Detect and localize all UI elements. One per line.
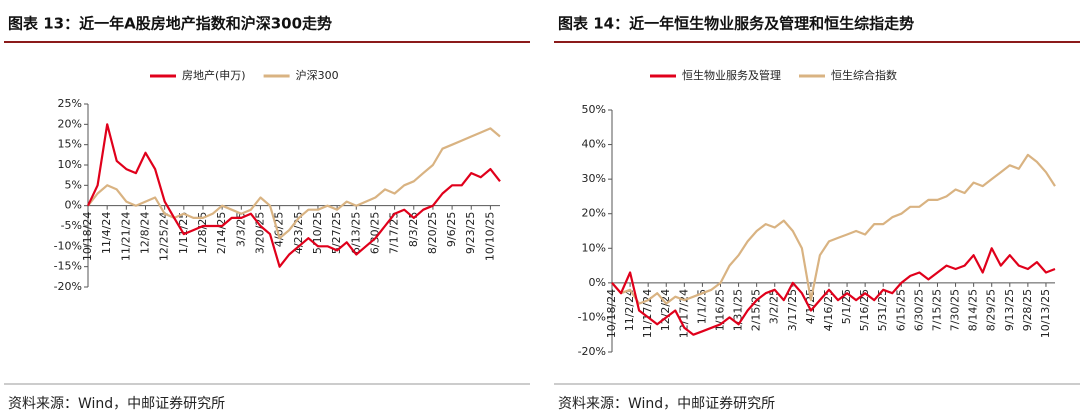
x-tick-label: 9/13/25 bbox=[1003, 289, 1016, 331]
y-tick-label: -10% bbox=[54, 239, 82, 252]
y-tick-label: 10% bbox=[582, 241, 606, 254]
x-tick-label: 2/15/25 bbox=[750, 289, 763, 331]
x-tick-label: 9/23/25 bbox=[464, 212, 477, 254]
x-tick-label: 3/17/25 bbox=[786, 289, 799, 331]
x-tick-label: 5/10/25 bbox=[311, 212, 324, 254]
x-tick-label: 5/1/25 bbox=[840, 289, 853, 324]
x-tick-label: 5/16/25 bbox=[858, 289, 871, 331]
x-tick-label: 6/30/25 bbox=[368, 212, 381, 254]
x-tick-label: 7/17/25 bbox=[388, 212, 401, 254]
x-tick-label: 2/14/25 bbox=[215, 212, 228, 254]
series-line bbox=[611, 153, 1056, 305]
x-tick-label: 5/31/25 bbox=[876, 289, 889, 331]
legend-label: 沪深300 bbox=[296, 68, 339, 82]
y-tick-label: 5% bbox=[65, 178, 82, 191]
x-tick-label: 8/29/25 bbox=[985, 289, 998, 331]
x-tick-label: 9/6/25 bbox=[445, 212, 458, 247]
y-tick-label: 50% bbox=[582, 103, 606, 116]
x-tick-label: 10/18/24 bbox=[81, 212, 94, 261]
y-tick-label: -15% bbox=[54, 260, 82, 273]
chart-title: 图表 13：近一年A股房地产指数和沪深300走势 bbox=[8, 15, 332, 33]
x-tick-label: 11/4/24 bbox=[100, 212, 113, 254]
x-tick-label: 10/18/24 bbox=[605, 289, 618, 338]
series-line bbox=[87, 127, 501, 240]
x-tick-label: 4/6/25 bbox=[273, 212, 286, 247]
legend-label: 恒生综合指数 bbox=[831, 68, 897, 82]
y-tick-label: 25% bbox=[58, 97, 82, 110]
x-tick-label: 6/13/25 bbox=[349, 212, 362, 254]
x-tick-label: 12/17/24 bbox=[677, 289, 690, 338]
x-tick-label: 10/13/25 bbox=[1039, 289, 1052, 338]
x-tick-label: 10/10/25 bbox=[483, 212, 496, 261]
x-tick-label: 5/27/25 bbox=[330, 212, 343, 254]
series-line bbox=[611, 247, 1056, 336]
y-tick-label: 15% bbox=[58, 138, 82, 151]
x-tick-label: 1/1/25 bbox=[695, 289, 708, 324]
y-tick-label: 0% bbox=[589, 276, 606, 289]
y-tick-label: 20% bbox=[58, 117, 82, 130]
y-tick-label: -10% bbox=[578, 310, 606, 323]
x-tick-label: 3/3/25 bbox=[234, 212, 247, 247]
y-tick-label: -5% bbox=[61, 219, 82, 232]
x-tick-label: 1/16/25 bbox=[713, 289, 726, 331]
x-tick-label: 9/28/25 bbox=[1021, 289, 1034, 331]
y-tick-label: -20% bbox=[54, 280, 82, 293]
x-tick-label: 8/20/25 bbox=[426, 212, 439, 254]
legend-label: 房地产(申万) bbox=[182, 68, 246, 82]
chart-title: 图表 14：近一年恒生物业服务及管理和恒生综指走势 bbox=[558, 15, 914, 33]
x-tick-label: 12/8/24 bbox=[138, 212, 151, 254]
legend-label: 恒生物业服务及管理 bbox=[682, 68, 781, 82]
y-tick-label: -20% bbox=[578, 345, 606, 358]
x-tick-label: 8/14/25 bbox=[967, 289, 980, 331]
y-tick-label: 10% bbox=[58, 158, 82, 171]
x-tick-label: 12/25/24 bbox=[158, 212, 171, 261]
source: 资料来源：Wind，中邮证券研究所 bbox=[8, 396, 225, 412]
x-tick-label: 11/21/24 bbox=[119, 212, 132, 261]
x-tick-label: 11/2/24 bbox=[623, 289, 636, 331]
x-tick-label: 7/30/25 bbox=[949, 289, 962, 331]
x-tick-label: 6/15/25 bbox=[894, 289, 907, 331]
x-tick-label: 6/30/25 bbox=[912, 289, 925, 331]
x-tick-label: 4/16/25 bbox=[822, 289, 835, 331]
x-tick-label: 12/2/24 bbox=[659, 289, 672, 331]
x-tick-label: 7/15/25 bbox=[930, 289, 943, 331]
series-line bbox=[87, 123, 501, 268]
x-tick-label: 1/28/25 bbox=[196, 212, 209, 254]
x-tick-label: 4/1/25 bbox=[804, 289, 817, 324]
y-tick-label: 40% bbox=[582, 138, 606, 151]
y-tick-label: 20% bbox=[582, 207, 606, 220]
x-tick-label: 8/3/25 bbox=[407, 212, 420, 247]
source: 资料来源：Wind，中邮证券研究所 bbox=[558, 396, 775, 412]
y-tick-label: 30% bbox=[582, 172, 606, 185]
y-tick-label: 0% bbox=[65, 199, 82, 212]
x-tick-label: 3/2/25 bbox=[768, 289, 781, 324]
